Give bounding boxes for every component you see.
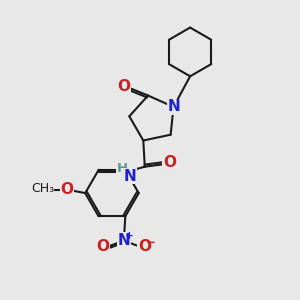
Text: N: N	[118, 233, 130, 248]
Text: H: H	[117, 162, 128, 175]
Text: O: O	[138, 239, 151, 254]
Text: O: O	[163, 155, 176, 170]
Text: N: N	[124, 169, 136, 184]
Text: O: O	[60, 182, 73, 197]
Text: O: O	[97, 239, 110, 254]
Text: +: +	[124, 232, 133, 242]
Text: O: O	[117, 79, 130, 94]
Text: −: −	[146, 236, 155, 249]
Text: CH₃: CH₃	[31, 182, 54, 195]
Text: N: N	[168, 99, 181, 114]
